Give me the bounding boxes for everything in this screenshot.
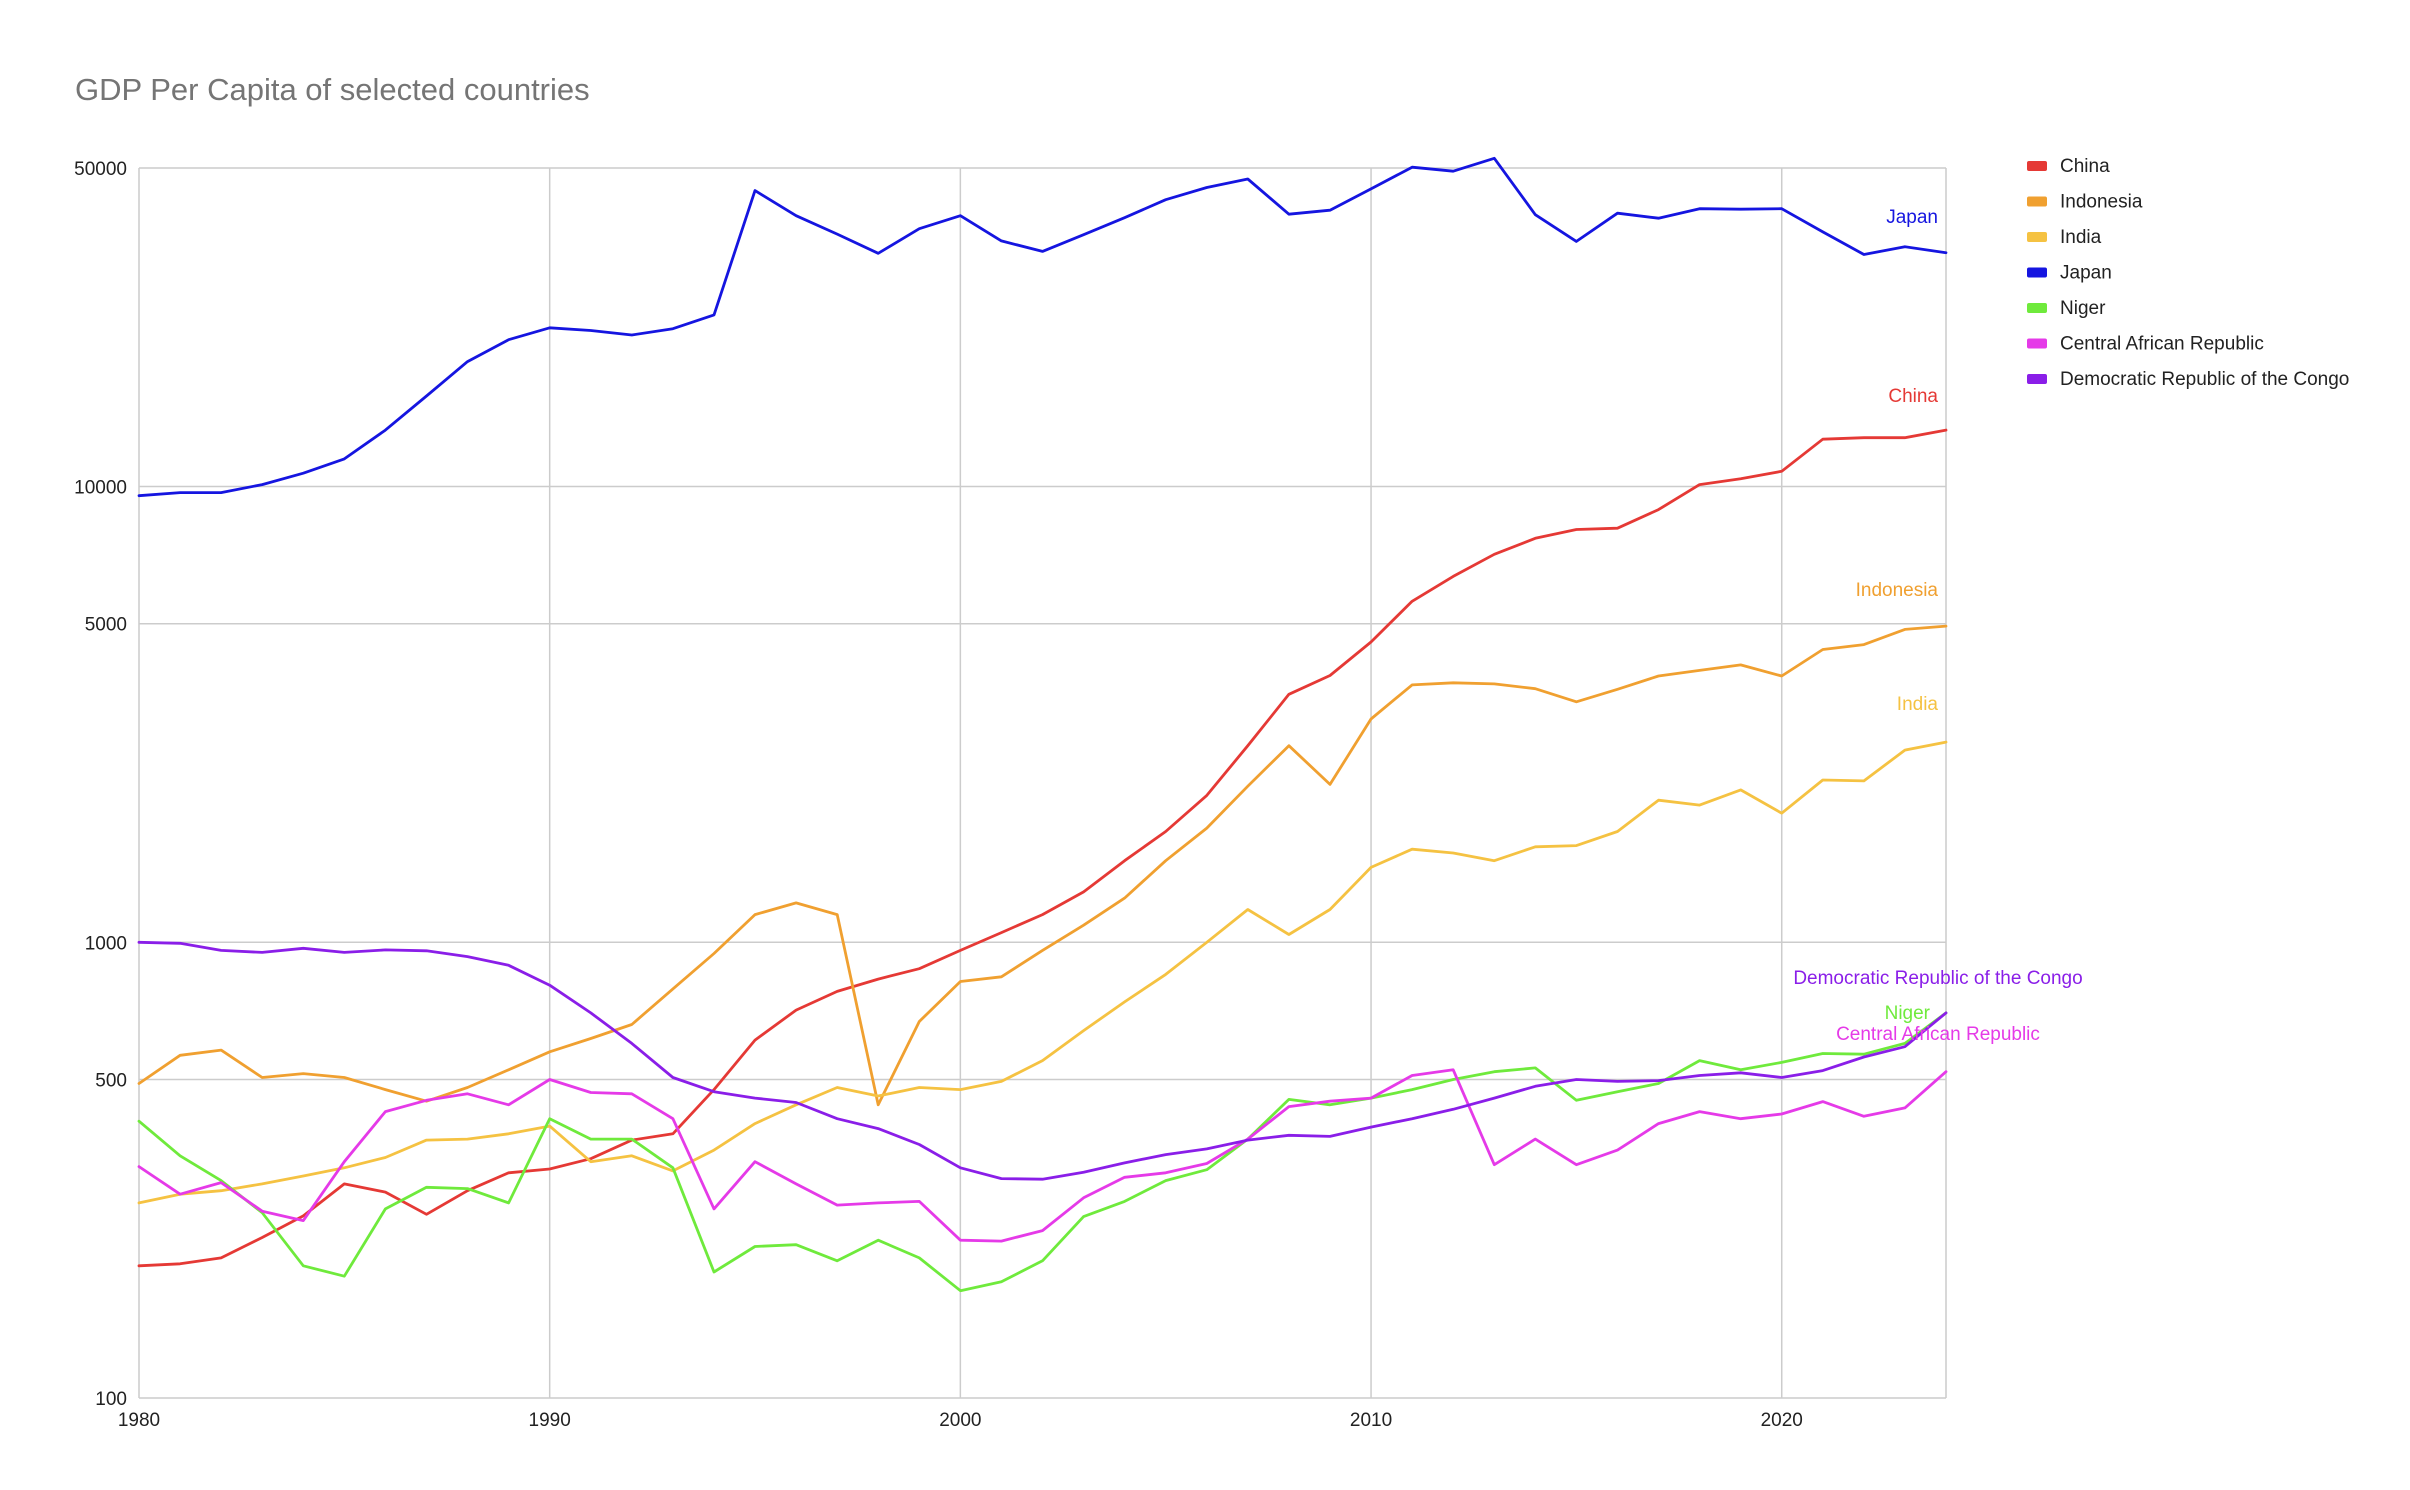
x-tick-label: 2010 [1350,1410,1392,1431]
legend-label-central-african-republic: Central African Republic [2060,334,2264,355]
x-tick-label: 2020 [1761,1410,1803,1431]
series-line-democratic-republic-of-the-congo [137,940,1948,1181]
legend-swatch-democratic-republic-of-the-congo [2027,374,2047,384]
series-lines [137,156,1948,1293]
end-label-indonesia: Indonesia [1856,580,1939,601]
axis-tick-labels: 100 500 1000 5000 10000 50000 1980 1990 2000 2010… [74,159,1803,1431]
y-tick-label: 50000 [74,159,127,180]
series-line-india [137,740,1948,1205]
end-label-democratic-republic-of-the-congo: Democratic Republic of the Congo [1793,968,2082,989]
series-line-indonesia [137,624,1948,1107]
legend-label-japan: Japan [2060,263,2112,284]
y-tick-label: 1000 [85,933,127,954]
y-tick-label: 500 [95,1070,127,1091]
end-label-japan: Japan [1886,207,1938,228]
legend-swatch-niger [2027,303,2047,313]
legend-swatch-indonesia [2027,196,2047,207]
legend-swatch-central-african-republic [2027,338,2047,349]
series-line-japan [137,156,1948,498]
x-tick-label: 2000 [939,1410,981,1431]
end-label-china: China [1888,386,1938,407]
series-line-niger [137,1011,1948,1293]
series-line-central-african-republic [137,1068,1948,1243]
end-label-central-african-republic: Central African Republic [1836,1024,2040,1045]
legend: China Indonesia India Japan Niger Central Afr… [2027,156,2349,390]
y-tick-label: 100 [95,1389,127,1410]
legend-label-niger: Niger [2060,298,2106,319]
gridlines [138,167,1947,1399]
legend-label-india: India [2060,227,2102,248]
legend-label-indonesia: Indonesia [2060,192,2143,213]
chart-title: GDP Per Capita of selected countries [75,72,590,107]
legend-swatch-china [2027,161,2047,171]
series-line-china [137,428,1948,1268]
y-tick-label: 10000 [74,478,127,499]
end-label-india: India [1897,694,1939,715]
x-tick-label: 1980 [118,1410,160,1431]
legend-label-china: China [2060,156,2110,177]
legend-label-democratic-republic-of-the-congo: Democratic Republic of the Congo [2060,369,2349,390]
legend-swatch-japan [2027,267,2047,278]
x-tick-label: 1990 [529,1410,571,1431]
end-label-niger: Niger [1885,1003,1931,1024]
y-tick-label: 5000 [85,615,127,636]
legend-swatch-india [2027,232,2047,242]
